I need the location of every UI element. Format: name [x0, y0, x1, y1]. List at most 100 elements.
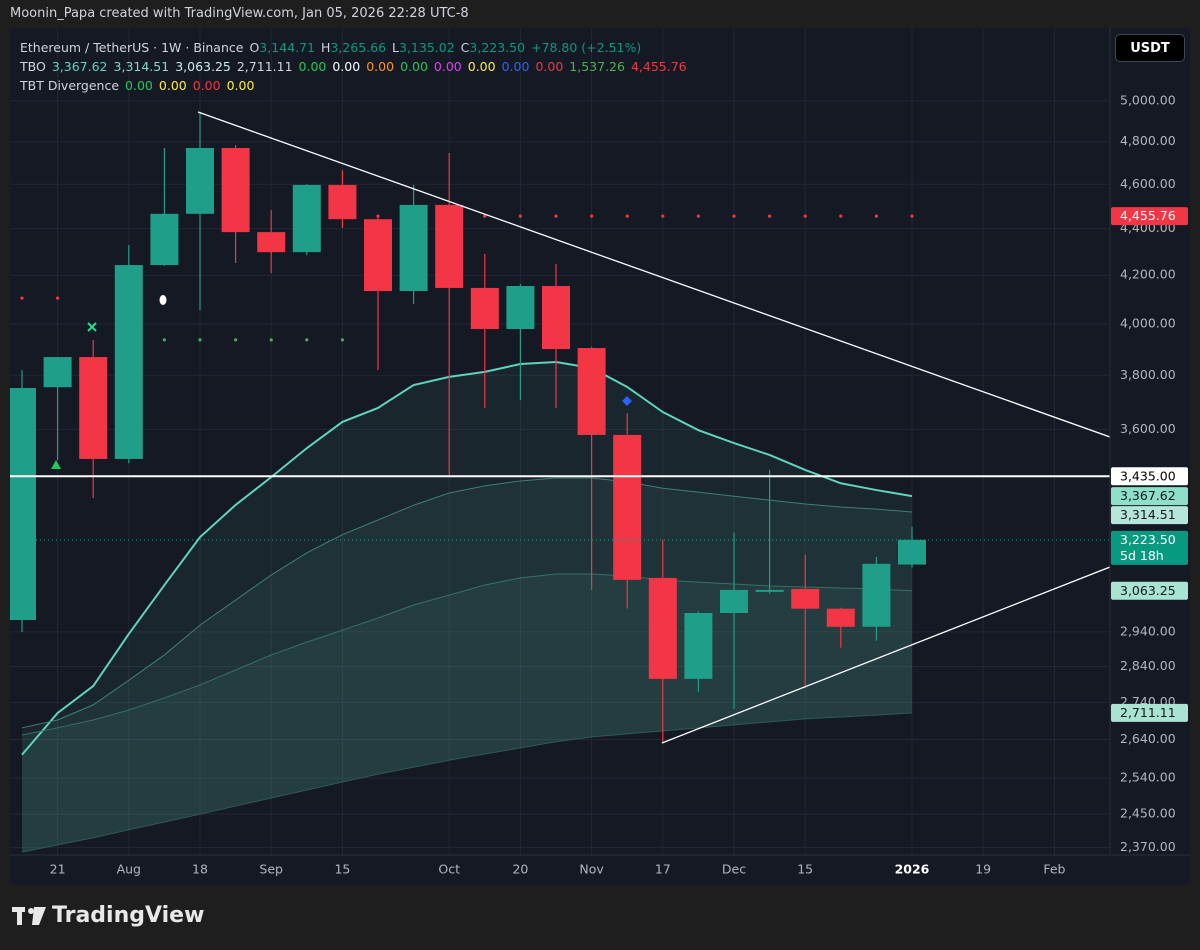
x-tick-label: 2026	[895, 862, 930, 877]
indicator-value: 0.00	[467, 59, 496, 74]
y-tick-label: 2,450.00	[1120, 806, 1176, 821]
indicator-value: 1,537.26	[569, 59, 625, 74]
indicator-value: 0.00	[366, 59, 395, 74]
legend-row: TBT Divergence 0.00 0.00 0.00 0.00	[20, 76, 693, 95]
legend-row: Ethereum / TetherUS · 1W · Binance O3,144…	[20, 38, 693, 57]
level-dot	[874, 214, 879, 218]
candle-body	[292, 184, 321, 253]
legend: Ethereum / TetherUS · 1W · Binance O3,144…	[20, 38, 693, 95]
x-tick-label: 17	[655, 862, 671, 877]
level-dot	[661, 214, 665, 218]
price-tag-label: 3,367.62	[1120, 488, 1176, 503]
candle-body	[755, 589, 784, 592]
price-tag	[1111, 506, 1188, 525]
level-dot	[56, 296, 60, 300]
ohlc-value: 3,135.02	[399, 40, 455, 55]
candle-body	[684, 613, 713, 679]
candle-body	[720, 589, 748, 614]
level-dot	[803, 214, 807, 218]
price-tag-label: 3,223.50	[1120, 532, 1176, 547]
x-tick-label: 15	[334, 862, 350, 877]
level-dot	[839, 214, 843, 218]
candle-body	[328, 184, 357, 220]
ohlc-value: 3,144.71	[259, 40, 315, 55]
candle-body	[10, 388, 36, 621]
y-tick-label: 4,800.00	[1120, 133, 1176, 148]
candle-body	[577, 348, 606, 435]
candle-body	[613, 434, 642, 580]
y-tick-label: 2,940.00	[1120, 623, 1176, 638]
indicator-value: 0.00	[332, 59, 361, 74]
candle-body	[114, 265, 143, 459]
indicator-value: 0.00	[433, 59, 462, 74]
logo-part	[28, 908, 34, 914]
ohlc-key: L	[392, 40, 399, 55]
candle-body	[898, 539, 926, 565]
logo-part	[32, 907, 46, 925]
y-tick-label: 4,000.00	[1120, 316, 1176, 331]
price-tag	[1111, 703, 1188, 722]
x-tick-label: Nov	[579, 862, 604, 877]
buy-signal	[51, 460, 61, 469]
price-tag	[1111, 487, 1188, 506]
level-dot	[483, 214, 487, 218]
band-fill	[22, 361, 912, 853]
indicator-value: 0.00	[158, 78, 187, 93]
ohlc-key: O	[249, 40, 260, 55]
indicator-value: 2,711.11	[236, 59, 293, 74]
mark-layer	[10, 111, 1110, 744]
y-tick-label: 3,600.00	[1120, 421, 1176, 436]
price-tag-label: 2,711.11	[1120, 705, 1176, 720]
tag-layer: 4,455.76 3,435.00 3,367.62 3,314.51 3,223.50…	[1111, 207, 1188, 722]
indicator-value: 3,314.51	[113, 59, 170, 74]
y-tick-label: 4,600.00	[1120, 176, 1176, 191]
x-tick-label: Feb	[1043, 862, 1065, 877]
level-dot	[234, 338, 238, 342]
level-dot	[732, 214, 736, 218]
trend-line	[661, 566, 1110, 744]
candle-body	[862, 563, 891, 627]
level-dot	[376, 214, 380, 218]
candle-body	[791, 588, 820, 609]
candle-body	[399, 204, 428, 292]
y-tick-label: 2,640.00	[1120, 731, 1176, 746]
indicator-name: TBO	[20, 59, 46, 74]
y-tick-label: 3,800.00	[1120, 367, 1176, 382]
indicator-line	[21, 573, 913, 736]
trend-line	[197, 111, 1110, 438]
currency-button[interactable]: USDT	[1115, 34, 1185, 62]
indicator-value: 0.00	[298, 59, 327, 74]
indicator-line	[21, 360, 913, 756]
price-tag	[1111, 207, 1188, 226]
y-tick-label: 2,540.00	[1120, 770, 1176, 785]
x-tick-label: Aug	[117, 862, 141, 877]
indicator-value: 0.00	[400, 59, 428, 74]
countdown-label: 5d 18h	[1120, 548, 1164, 563]
price-tag-label: 3,063.25	[1120, 583, 1176, 598]
x-tick-label: 20	[512, 862, 528, 877]
level-dot	[768, 214, 772, 218]
candle-body	[648, 577, 677, 679]
price-tag	[1111, 581, 1188, 600]
x-tick-label: 15	[797, 862, 813, 877]
indicator-value: 0.00	[501, 59, 530, 74]
ohlc-value: 3,223.50	[469, 40, 526, 55]
level-dot	[269, 338, 273, 342]
indicator-name: TBT Divergence	[20, 78, 120, 93]
candle-body	[435, 204, 464, 288]
level-dot	[696, 214, 701, 218]
candle-body	[79, 357, 108, 459]
indicator-value: 0.00	[226, 78, 255, 93]
x-tick-label: Sep	[259, 862, 283, 877]
candle-body	[826, 608, 855, 627]
candle-body	[43, 357, 72, 388]
level-dot	[198, 338, 202, 342]
brand-name: TradingView	[52, 903, 205, 928]
symbol-title: Ethereum / TetherUS · 1W · Binance	[20, 40, 244, 55]
x-tick-label: 21	[50, 862, 66, 877]
candle-body	[257, 232, 286, 253]
level-dot	[518, 214, 523, 218]
